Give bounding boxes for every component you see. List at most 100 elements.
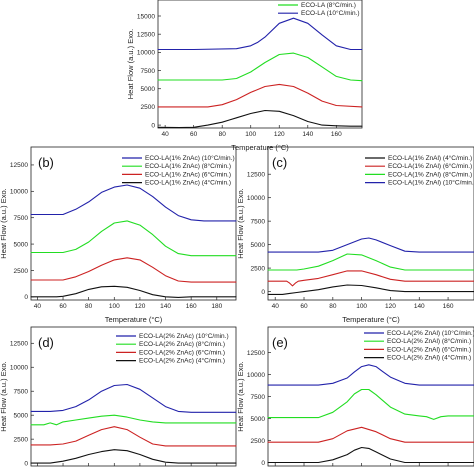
y-tick-label: 15000 xyxy=(137,13,155,20)
panel-letter: (b) xyxy=(38,155,54,170)
y-axis-label: Heat Flow (a.u.) Exo. xyxy=(236,188,245,258)
plot-frame xyxy=(30,146,237,301)
y-tick-label: 0 xyxy=(261,289,265,296)
series-line-3 xyxy=(267,426,474,443)
x-tick-label: 60 xyxy=(59,303,67,310)
chart-panel-top: 0 2500 5000 7500 10000 12500 15000 40 60 80 100 120… xyxy=(126,0,363,152)
legend-label: ECO-LA(1% ZnAl) (10°C/min.) xyxy=(388,179,474,187)
legend-label: ECO-LA (8°C/min.) xyxy=(301,1,356,9)
plot-frame xyxy=(157,0,363,129)
plot-frame xyxy=(30,326,237,467)
panel-letter: (d) xyxy=(38,335,54,350)
y-tick-label: 10000 xyxy=(10,189,28,196)
y-tick-label: 0 xyxy=(24,460,28,467)
x-tick-label: 100 xyxy=(109,303,120,310)
chart-panel-b: 0 2500 5000 7500 10000 12500 40 60 80 100 120 140 16… xyxy=(0,146,237,324)
series-line-3 xyxy=(157,52,363,82)
y-tick-label: 2500 xyxy=(251,438,266,445)
y-tick-label: 5000 xyxy=(14,241,29,248)
x-tick-label: 100 xyxy=(356,303,367,310)
series-line-1 xyxy=(30,383,237,413)
y-axis-label: Heat Flow (a.u.) Exo. xyxy=(236,361,245,431)
legend-label: ECO-LA(1% ZnAl) (6°C/min.) xyxy=(388,162,472,170)
y-tick-label: 12500 xyxy=(10,341,28,348)
y-axis-label: Heat Flow (a.u.) Exo. xyxy=(126,29,135,99)
series-line-4 xyxy=(30,449,237,464)
legend-label: ECO-LA(2% ZnAc) (10°C/min.) xyxy=(139,332,229,340)
legend-label: ECO-LA(2% ZnAc) (6°C/min.) xyxy=(139,348,225,356)
series-line-2 xyxy=(267,388,474,420)
series-line-1 xyxy=(267,284,474,295)
legend-label: ECO-LA(2% ZnAl) (8°C/min.) xyxy=(387,337,471,345)
series-line-2 xyxy=(267,270,474,287)
x-tick-label: 40 xyxy=(34,303,42,310)
legend-label: ECO-LA (10°C/min.) xyxy=(301,9,360,17)
y-tick-label: 5000 xyxy=(251,416,266,423)
legend-label: ECO-LA(1% ZnAc) (6°C/min.) xyxy=(145,170,231,178)
legend-label: ECO-LA(1% ZnAl) (4°C/min.) xyxy=(388,154,472,162)
x-tick-label: 100 xyxy=(245,131,256,138)
series-line-2 xyxy=(157,83,363,108)
x-tick-label: 160 xyxy=(331,131,342,138)
series-line-3 xyxy=(267,253,474,271)
x-tick-label: 180 xyxy=(211,303,222,310)
series-line-3 xyxy=(30,257,237,283)
x-tick-label: 40 xyxy=(162,131,170,138)
plot-frame xyxy=(267,146,474,301)
y-tick-label: 5000 xyxy=(251,242,266,249)
x-tick-label: 160 xyxy=(443,303,454,310)
series-line-2 xyxy=(30,220,237,257)
y-axis-label: Heat Flow (a.u.) Exo. xyxy=(0,188,8,258)
x-tick-label: 140 xyxy=(302,131,313,138)
panel-letter: (c) xyxy=(272,155,287,170)
legend-label: ECO-LA(2% ZnAc) (4°C/min.) xyxy=(139,357,225,365)
legend-label: ECO-LA(1% ZnAl) (8°C/min.) xyxy=(388,170,472,178)
x-tick-label: 60 xyxy=(190,131,198,138)
series-line-1 xyxy=(157,109,363,129)
x-tick-label: 80 xyxy=(219,131,227,138)
series-line-4 xyxy=(30,285,237,298)
series-line-1 xyxy=(30,184,237,222)
y-tick-label: 7500 xyxy=(14,389,29,396)
x-tick-label: 160 xyxy=(186,303,197,310)
x-tick-label: 60 xyxy=(300,303,308,310)
x-tick-label: 120 xyxy=(134,303,145,310)
y-tick-label: 2500 xyxy=(141,104,156,111)
series-line-3 xyxy=(30,426,237,447)
legend-label: ECO-LA(2% ZnAl) (6°C/min.) xyxy=(387,345,471,353)
x-tick-label: 120 xyxy=(274,131,285,138)
y-tick-label: 10000 xyxy=(10,365,28,372)
x-tick-label: 140 xyxy=(160,303,171,310)
x-axis-label: Temperature (°C) xyxy=(105,315,163,324)
y-tick-label: 12500 xyxy=(247,172,265,179)
x-tick-label: 80 xyxy=(329,303,337,310)
y-tick-label: 0 xyxy=(24,294,28,301)
y-tick-label: 7500 xyxy=(14,215,29,222)
chart-panel-d: 0 2500 5000 7500 10000 12500 Heat Flow (a.u.) … xyxy=(0,326,237,467)
y-tick-label: 2500 xyxy=(14,268,29,275)
x-tick-label: 40 xyxy=(272,303,280,310)
x-axis-label: Temperature (°C) xyxy=(231,143,289,152)
y-tick-label: 7500 xyxy=(251,218,266,225)
y-tick-label: 5000 xyxy=(141,86,156,93)
y-tick-label: 2500 xyxy=(251,265,266,272)
y-tick-label: 2500 xyxy=(14,436,29,443)
legend-label: ECO-LA(2% ZnAl) (4°C/min.) xyxy=(387,354,471,362)
legend-label: ECO-LA(2% ZnAc) (8°C/min.) xyxy=(139,340,225,348)
y-tick-label: 10000 xyxy=(247,195,265,202)
y-tick-label: 7500 xyxy=(251,394,266,401)
x-tick-label: 80 xyxy=(85,303,93,310)
series-line-4 xyxy=(267,237,474,253)
legend-label: ECO-LA(2% ZnAl) (10°C/min.) xyxy=(387,329,474,337)
series-line-4 xyxy=(267,446,474,464)
y-tick-label: 5000 xyxy=(14,412,29,419)
x-tick-label: 120 xyxy=(385,303,396,310)
series-line-2 xyxy=(30,414,237,426)
y-axis-label: Heat Flow (a.u.) Exo. xyxy=(0,361,8,431)
y-tick-label: 12500 xyxy=(10,162,28,169)
legend-label: ECO-LA(1% ZnAc) (4°C/min.) xyxy=(145,179,231,187)
y-tick-label: 12500 xyxy=(137,31,155,38)
chart-panel-c: 0 2500 5000 7500 10000 12500 40 60 80 100 120 140 16… xyxy=(236,146,474,324)
